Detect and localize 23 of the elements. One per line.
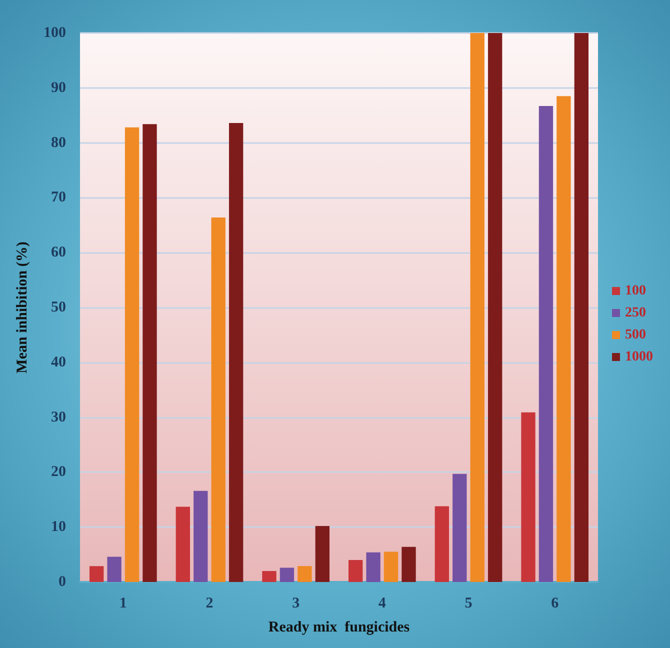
x-tick-label: 5 [464,596,472,612]
y-axis-title: Mean inhibition (%) [14,242,30,374]
y-tick-label: 100 [44,25,66,41]
y-tick-label: 0 [58,574,66,590]
x-tick-label: 3 [292,596,300,612]
x-tick-label: 2 [206,596,214,612]
legend-label: 250 [625,306,646,320]
legend-label: 100 [625,284,646,298]
y-tick-label: 10 [51,519,66,536]
legend-label: 500 [625,328,646,342]
legend-label: 1000 [625,350,653,364]
x-axis-title: Ready mix fungicides [268,620,410,636]
y-tick-label: 30 [51,409,66,426]
x-tick-label: 1 [119,596,127,612]
y-tick-label: 50 [51,300,66,316]
y-tick-label: 40 [51,354,66,370]
x-tick-label: 4 [378,596,386,612]
y-tick-label: 60 [51,244,66,261]
y-tick-label: 70 [51,190,66,206]
x-tick-label: 6 [551,596,560,612]
y-tick-label: 20 [51,464,66,480]
y-tick-label: 90 [51,80,66,96]
y-tick-label: 80 [51,134,66,151]
